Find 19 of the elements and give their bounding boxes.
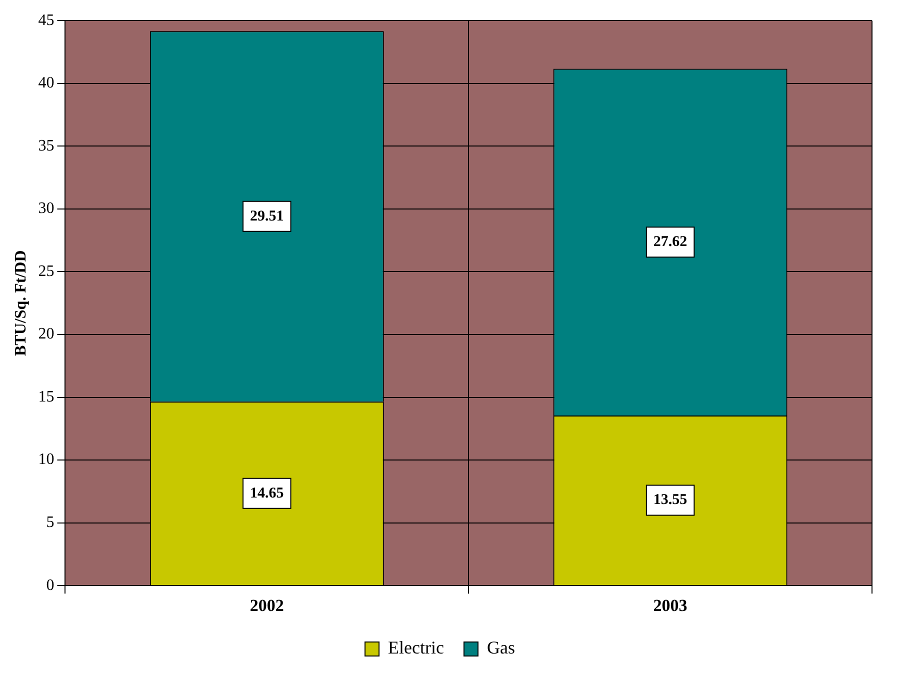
y-tick-label: 15 (38, 388, 54, 406)
data-label: 14.65 (250, 485, 284, 502)
y-axis-title: BTU/Sq. Ft/DD (12, 250, 30, 356)
y-tick-label: 20 (38, 326, 54, 343)
data-label: 13.55 (653, 492, 688, 508)
y-tick-label: 30 (38, 200, 54, 218)
y-tick-label: 25 (38, 262, 54, 280)
x-tick-label: 2002 (250, 596, 284, 616)
y-tick-label: 5 (46, 514, 54, 532)
y-tick-label: 0 (46, 576, 54, 594)
data-label: 29.51 (250, 208, 284, 224)
legend-label: Electric (388, 638, 444, 658)
legend-label: Gas (486, 638, 515, 658)
y-tick-label: 45 (38, 12, 54, 29)
x-tick-label: 2003 (653, 596, 688, 616)
y-tick-label: 35 (38, 137, 54, 154)
y-tick-label: 10 (38, 451, 54, 468)
data-label: 27.62 (653, 234, 688, 250)
y-tick-label: 40 (38, 74, 54, 92)
